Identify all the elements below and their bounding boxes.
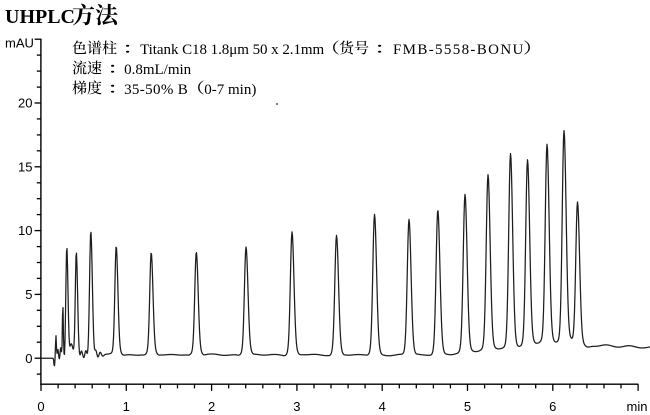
svg-text:0: 0 (25, 351, 32, 366)
svg-text:6: 6 (549, 399, 556, 414)
svg-text:min: min (627, 399, 648, 414)
svg-text:1: 1 (123, 399, 130, 414)
svg-text:5: 5 (25, 287, 32, 302)
svg-text:4: 4 (379, 399, 386, 414)
svg-text:5: 5 (464, 399, 471, 414)
svg-text:20: 20 (18, 96, 32, 111)
svg-text:3: 3 (293, 399, 300, 414)
svg-text:15: 15 (18, 159, 32, 174)
svg-text:10: 10 (18, 223, 32, 238)
svg-text:0: 0 (37, 399, 44, 414)
svg-text:2: 2 (208, 399, 215, 414)
svg-text:mAU: mAU (5, 36, 34, 51)
